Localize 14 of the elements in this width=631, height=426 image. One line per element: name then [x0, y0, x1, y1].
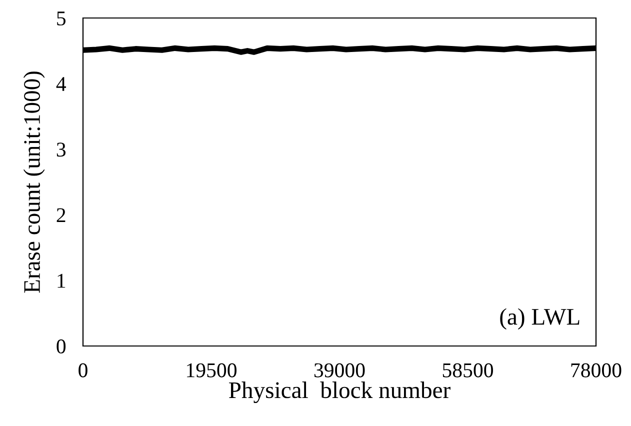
x-tick-label: 19500 — [187, 363, 236, 378]
y-tick-label: 2 — [56, 208, 66, 222]
x-tick-label: 0 — [78, 363, 88, 378]
y-tick-label: 3 — [56, 142, 66, 157]
x-axis-title: Physical block number — [229, 382, 450, 404]
x-tick-label: 39000 — [314, 363, 365, 378]
annotation: (a) LWL — [500, 308, 580, 330]
y-tick-label: 5 — [57, 12, 66, 26]
y-axis-title: Erase count (unit:1000) — [23, 72, 45, 293]
y-tick-label: 1 — [58, 274, 66, 288]
y-tick-label: 4 — [56, 77, 66, 91]
x-tick-label: 78000 — [571, 363, 622, 378]
x-tick-label: 58500 — [442, 363, 493, 378]
y-tick-label: 0 — [56, 339, 66, 354]
